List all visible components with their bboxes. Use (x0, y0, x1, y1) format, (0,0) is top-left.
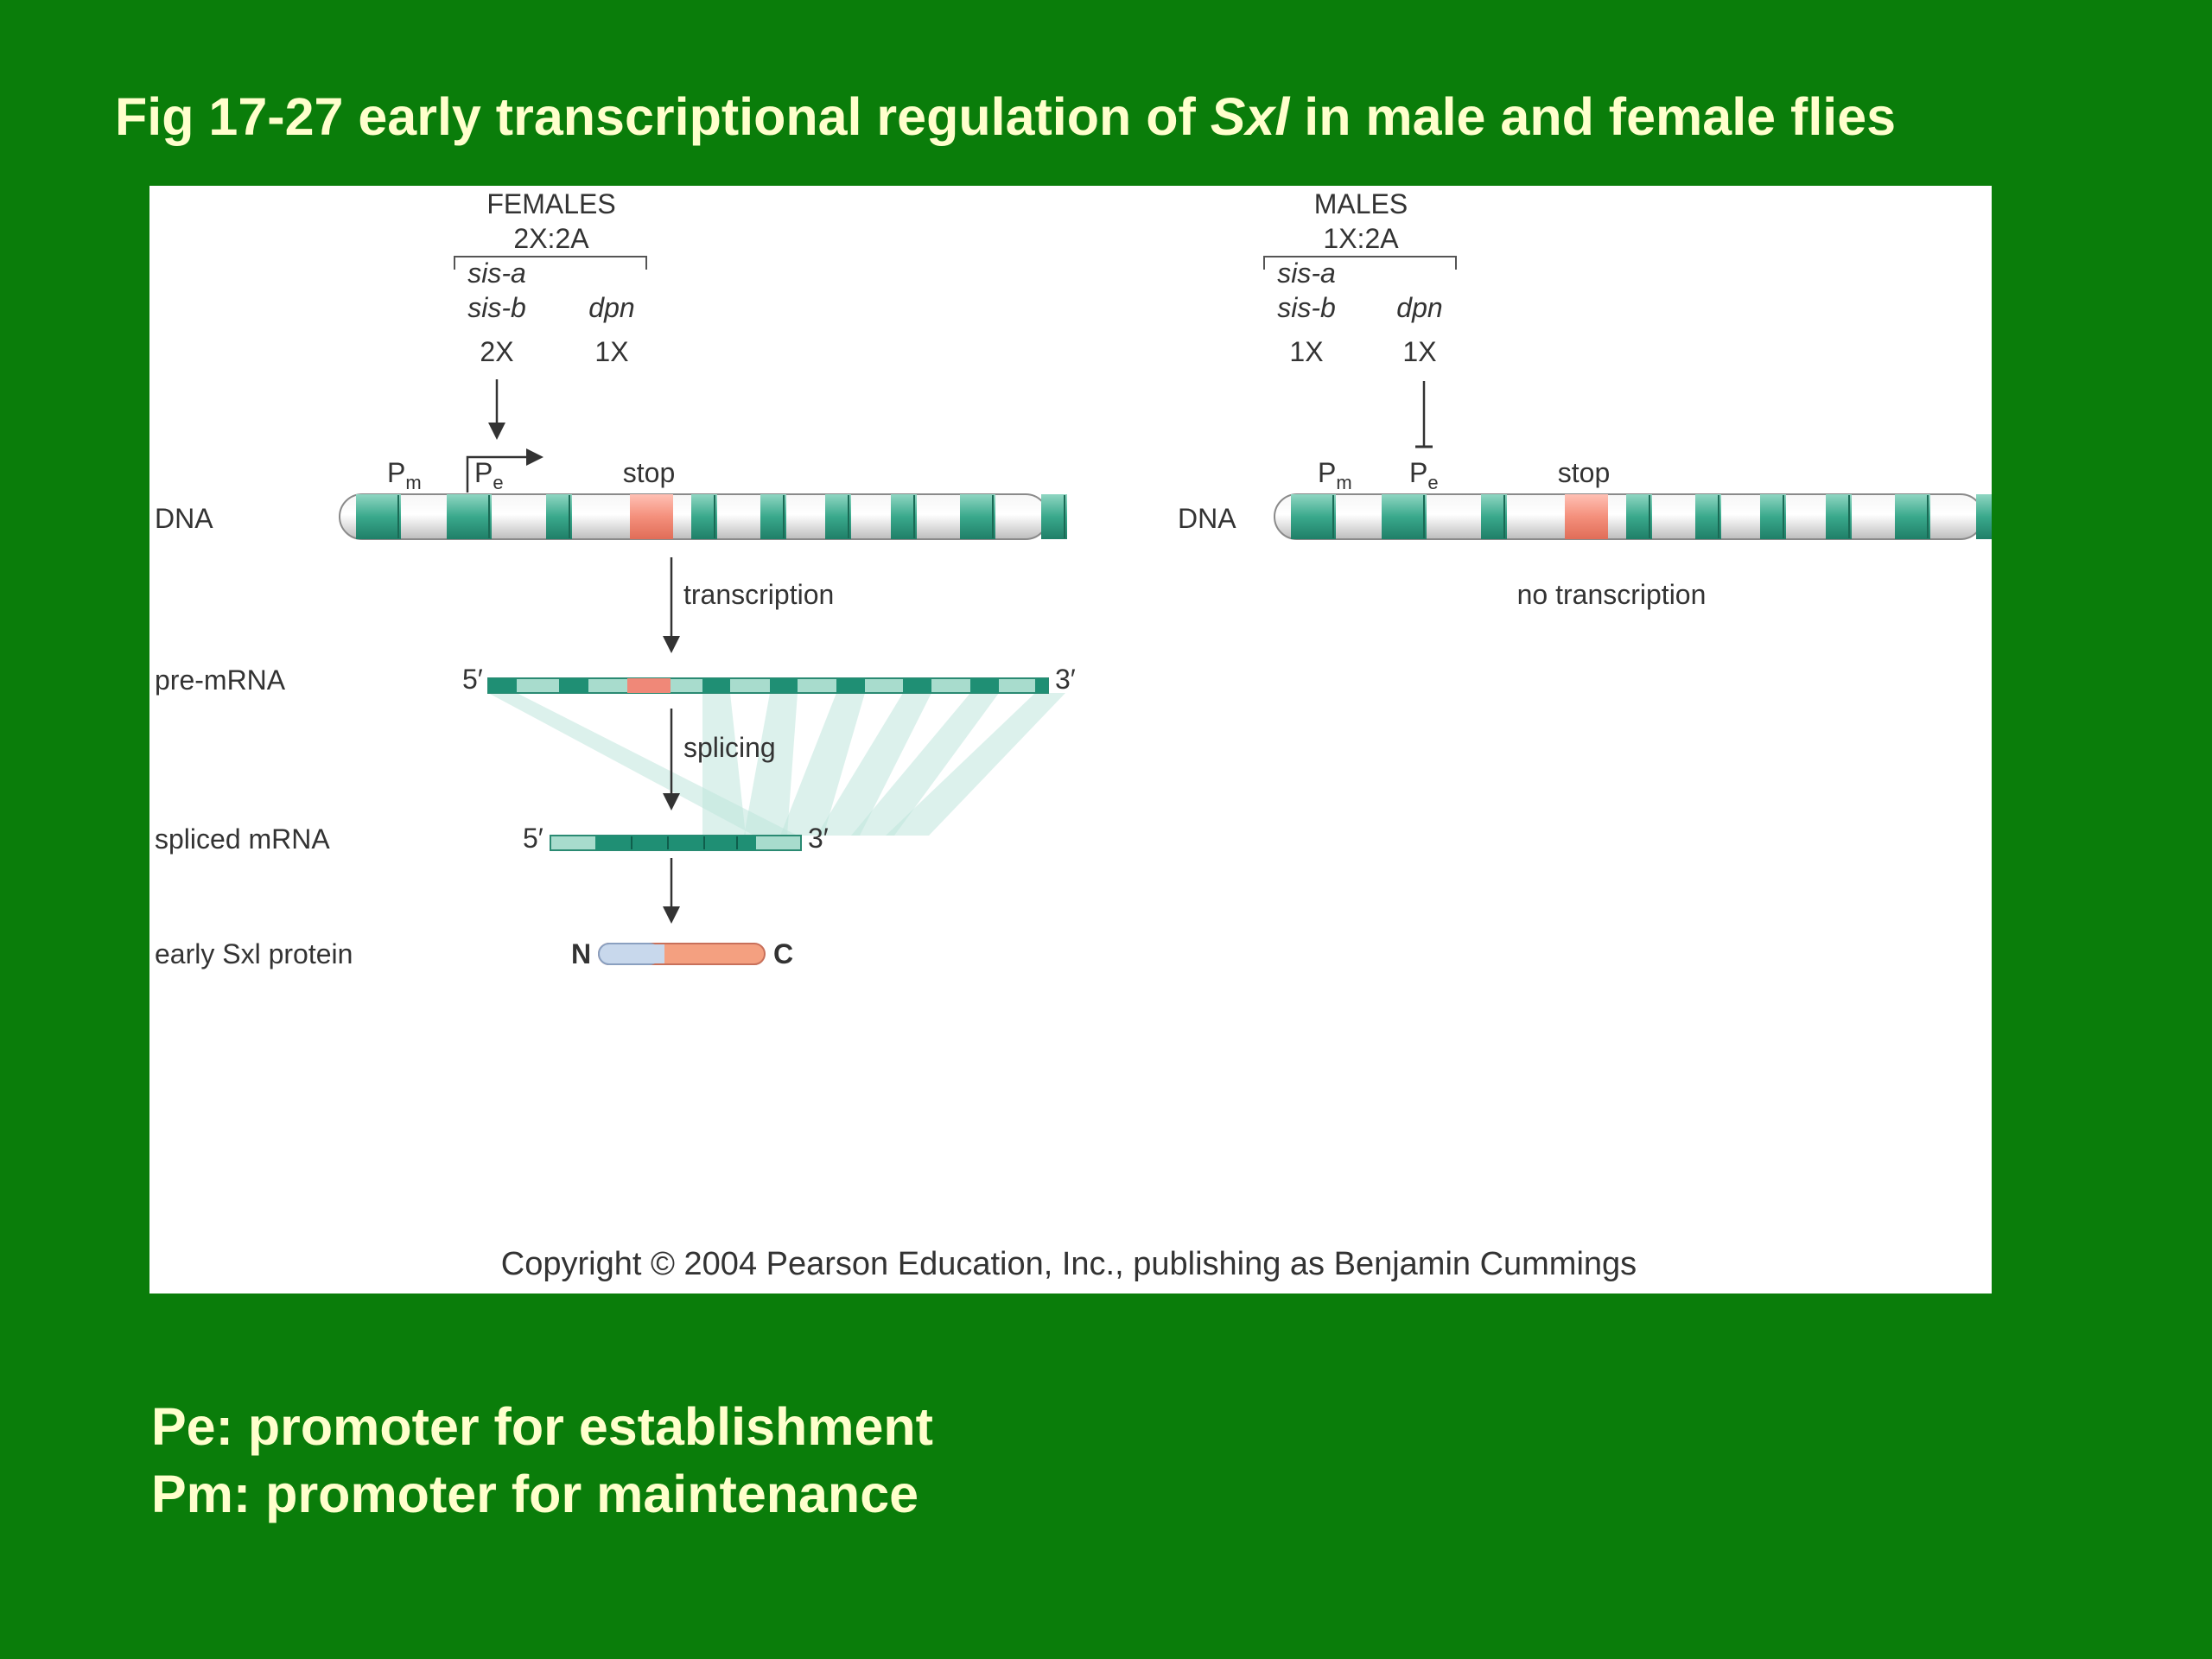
spliced-mrna-coding-exons (595, 836, 756, 850)
female-dna-label: DNA (155, 503, 213, 534)
female-pe-label: Pe (474, 457, 504, 493)
dna-exon-band (760, 494, 786, 539)
dna-exon-band (969, 494, 995, 539)
spliced-mrna-5-prime: 5′ (523, 823, 543, 854)
no-transcription-label: no transcription (1517, 579, 1707, 610)
male-dna-stop-exon (1565, 494, 1608, 539)
dna-exon-band (356, 494, 401, 539)
pre-mrna-exon (559, 678, 588, 693)
gene-name: Sxl (1210, 87, 1290, 146)
dna-exon-band (1695, 494, 1721, 539)
female-dna-exons (356, 494, 1067, 539)
female-gene-dpn: dpn (588, 292, 634, 323)
males-bracket (1263, 256, 1457, 270)
figure-panel: FEMALES 2X:2A sis-a sis-b dpn 2X 1X Pm P… (149, 186, 1992, 1294)
pre-mrna-exon (770, 678, 798, 693)
females-bracket (454, 256, 647, 270)
copyright-text: Copyright © 2004 Pearson Education, Inc.… (501, 1246, 1637, 1282)
note-pm: Pm: promoter for maintenance (151, 1465, 919, 1523)
splicing-fan (488, 693, 1065, 836)
spliced-mrna-label: spliced mRNA (155, 823, 330, 855)
protein-n-terminus: N (571, 938, 591, 969)
female-dna-stop-exon (630, 494, 673, 539)
spliced-mrna-3-prime: 3′ (808, 823, 829, 854)
female-dose-dpn: 1X (594, 336, 628, 367)
dna-exon-band (1976, 494, 1992, 539)
dna-exon-band (546, 494, 572, 539)
pre-mrna-stop-exon (627, 678, 671, 693)
females-heading: FEMALES (486, 188, 615, 219)
pre-mrna-5-prime: 5′ (462, 664, 483, 695)
dna-exon-band (1291, 494, 1336, 539)
females-ratio: 2X:2A (513, 223, 589, 254)
female-gene-sis-a: sis-a (467, 257, 526, 289)
pre-mrna-exon (702, 678, 730, 693)
pre-mrna-exon (836, 678, 865, 693)
pre-mrna-label: pre-mRNA (155, 664, 286, 696)
transcription-label: transcription (683, 579, 834, 610)
dna-exon-band (1481, 494, 1507, 539)
dna-exon-band (1826, 494, 1852, 539)
female-stop-label: stop (623, 457, 675, 488)
male-dose-sis: 1X (1289, 336, 1323, 367)
pre-mrna-exon (903, 678, 931, 693)
dna-exon-band (691, 494, 717, 539)
female-dna-strand (339, 493, 1067, 540)
dna-exon-band (1041, 494, 1067, 539)
males-heading: MALES (1314, 188, 1408, 219)
male-stop-label: stop (1558, 457, 1610, 488)
male-gene-sis-a: sis-a (1277, 257, 1336, 289)
promoter-notes: Pe: promoter for establishment Pm: promo… (151, 1393, 933, 1528)
protein-c-terminus: C (773, 938, 793, 969)
dna-exon-band (891, 494, 917, 539)
dna-exon-band (1760, 494, 1786, 539)
dna-exon-band (1904, 494, 1930, 539)
dna-exon-band (447, 494, 492, 539)
dna-exon-band (825, 494, 851, 539)
female-dose-sis: 2X (480, 336, 513, 367)
pre-mrna-strand (487, 677, 1049, 694)
splicing-label: splicing (683, 732, 776, 763)
pre-mrna-exon (488, 678, 517, 693)
pre-mrna-exon (970, 678, 999, 693)
male-dna-strand (1274, 493, 1992, 540)
note-pe: Pe: promoter for establishment (151, 1397, 933, 1456)
dna-exon-band (1626, 494, 1652, 539)
female-gene-sis-b: sis-b (467, 292, 526, 323)
pre-mrna-3-prime: 3′ (1055, 664, 1076, 695)
male-pe-label: Pe (1409, 457, 1439, 493)
male-dna-label: DNA (1178, 503, 1236, 534)
males-ratio: 1X:2A (1323, 223, 1399, 254)
male-gene-dpn: dpn (1396, 292, 1442, 323)
dna-exon-band (1382, 494, 1427, 539)
female-pm-label: Pm (387, 457, 422, 493)
transcription-start-arrow (466, 448, 543, 493)
slide-title: Fig 17-27 early transcriptional regulati… (115, 87, 1897, 146)
pre-mrna-exon (1035, 678, 1048, 693)
male-dose-dpn: 1X (1402, 336, 1436, 367)
sxl-regulation-diagram: FEMALES 2X:2A sis-a sis-b dpn 2X 1X Pm P… (155, 188, 1992, 1282)
male-dna-exons (1291, 494, 1992, 539)
male-pm-label: Pm (1318, 457, 1352, 493)
male-gene-sis-b: sis-b (1277, 292, 1336, 323)
early-sxl-protein (598, 943, 766, 965)
spliced-mrna-strand (550, 835, 802, 851)
protein-label: early Sxl protein (155, 938, 353, 969)
protein-join (647, 944, 664, 963)
repression-symbol (1415, 381, 1433, 448)
